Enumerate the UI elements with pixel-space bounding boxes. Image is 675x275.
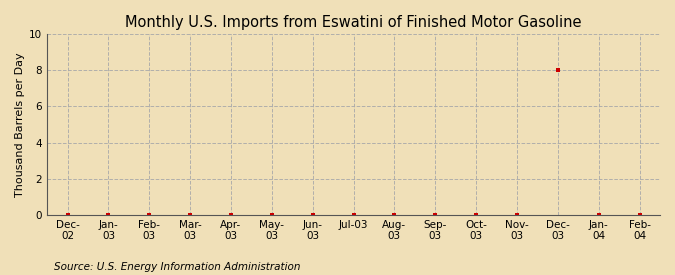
Title: Monthly U.S. Imports from Eswatini of Finished Motor Gasoline: Monthly U.S. Imports from Eswatini of Fi… [126,15,582,30]
Y-axis label: Thousand Barrels per Day: Thousand Barrels per Day [15,52,25,197]
Text: Source: U.S. Energy Information Administration: Source: U.S. Energy Information Administ… [54,262,300,272]
